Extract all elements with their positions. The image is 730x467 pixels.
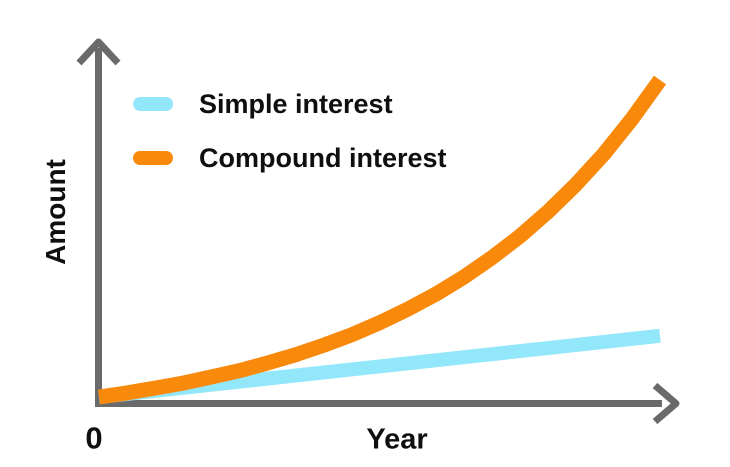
compound-interest-curve [97, 75, 667, 405]
x-axis-label: Year [366, 423, 428, 456]
legend: Simple interest Compound interest [133, 88, 447, 196]
legend-item-compound-interest: Compound interest [133, 142, 447, 174]
y-axis-label: Amount [40, 159, 71, 265]
simple-interest-swatch [133, 97, 173, 111]
x-axis-arrow-icon [652, 382, 680, 425]
legend-item-simple-interest: Simple interest [133, 88, 447, 120]
origin-tick-label: 0 [85, 420, 103, 456]
legend-label-simple-interest: Simple interest [199, 88, 393, 119]
compound-interest-swatch [133, 151, 173, 165]
y-axis-arrow-icon [76, 38, 121, 66]
legend-label-compound-interest: Compound interest [199, 142, 447, 173]
